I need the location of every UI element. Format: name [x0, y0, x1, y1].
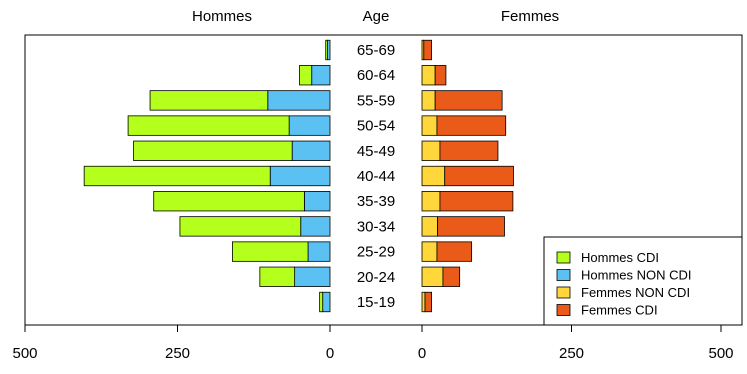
bar-femmes-non-cdi-60-64: [421, 65, 436, 86]
bar-hommes-cdi-40-44: [83, 165, 271, 187]
bar-femmes-non-cdi-20-24: [421, 266, 444, 287]
left-tick-label-250: 250: [165, 345, 190, 362]
bar-femmes-non-cdi-50-54: [421, 115, 438, 136]
age-label-50-54: 50-54: [357, 118, 395, 135]
bar-hommes-cdi-20-24: [259, 266, 296, 287]
bar-femmes-cdi-45-49: [439, 140, 499, 161]
bar-femmes-non-cdi-25-29: [421, 241, 438, 262]
right-tick-label-500: 500: [708, 345, 733, 362]
legend-box: [543, 236, 743, 326]
bar-femmes-cdi-25-29: [436, 241, 473, 262]
bar-hommes-non-cdi-25-29: [307, 241, 331, 262]
right-tick-label-250: 250: [559, 345, 584, 362]
age-label-25-29: 25-29: [357, 244, 395, 261]
age-label-65-69: 65-69: [357, 42, 395, 59]
bar-hommes-cdi-60-64: [299, 65, 313, 86]
bar-femmes-cdi-15-19: [424, 291, 432, 313]
bar-hommes-cdi-35-39: [153, 191, 305, 212]
bar-hommes-cdi-30-34: [179, 216, 302, 237]
bar-femmes-cdi-65-69: [423, 39, 432, 61]
bar-hommes-cdi-45-49: [133, 140, 293, 161]
legend-swatch-hommes-non-cdi: [556, 269, 571, 281]
bar-hommes-non-cdi-45-49: [291, 140, 331, 161]
bar-femmes-cdi-40-44: [444, 165, 514, 187]
bar-femmes-cdi-50-54: [436, 115, 507, 136]
age-label-60-64: 60-64: [357, 67, 395, 84]
bar-hommes-cdi-55-59: [149, 90, 269, 111]
bar-hommes-non-cdi-40-44: [269, 165, 331, 187]
age-label-45-49: 45-49: [357, 143, 395, 160]
right-tick-label-0: 0: [418, 345, 426, 362]
legend-swatch-femmes-cdi: [556, 304, 571, 316]
bar-femmes-cdi-20-24: [442, 266, 461, 287]
legend-label-hommes-non-cdi: Hommes NON CDI: [581, 268, 692, 283]
bar-hommes-non-cdi-50-54: [288, 115, 331, 136]
legend-swatch-femmes-non-cdi: [556, 286, 571, 299]
bar-hommes-non-cdi-30-34: [300, 216, 331, 237]
left-tick-label-500: 500: [12, 345, 37, 362]
bar-femmes-non-cdi-15-19: [421, 291, 426, 313]
bar-hommes-non-cdi-35-39: [303, 191, 331, 212]
bar-femmes-non-cdi-30-34: [421, 216, 438, 237]
bar-femmes-cdi-55-59: [434, 90, 503, 111]
bar-hommes-cdi-25-29: [231, 241, 309, 262]
bar-hommes-non-cdi-20-24: [294, 266, 331, 287]
bar-hommes-cdi-65-69: [325, 39, 328, 61]
legend-label-femmes-cdi: Femmes CDI: [581, 303, 658, 318]
bar-femmes-non-cdi-40-44: [421, 165, 446, 187]
bar-femmes-cdi-35-39: [439, 191, 514, 212]
bar-hommes-cdi-50-54: [127, 115, 290, 136]
bar-hommes-non-cdi-55-59: [267, 90, 331, 111]
bar-femmes-cdi-30-34: [437, 216, 505, 237]
bar-hommes-non-cdi-60-64: [311, 65, 331, 86]
bar-femmes-non-cdi-55-59: [421, 90, 436, 111]
header-age: Age: [363, 8, 390, 25]
plot-frame: [24, 34, 743, 326]
bar-femmes-non-cdi-35-39: [421, 191, 441, 212]
legend-swatch-hommes-cdi: [556, 251, 571, 264]
legend-label-femmes-non-cdi: Femmes NON CDI: [581, 285, 690, 300]
bar-hommes-non-cdi-15-19: [322, 291, 331, 313]
header-femmes: Femmes: [501, 8, 559, 25]
age-label-15-19: 15-19: [357, 294, 395, 311]
legend-label-hommes-cdi: Hommes CDI: [581, 250, 659, 265]
age-label-35-39: 35-39: [357, 193, 395, 210]
bar-femmes-cdi-60-64: [434, 65, 447, 86]
left-tick-label-0: 0: [326, 345, 334, 362]
age-label-40-44: 40-44: [357, 168, 395, 185]
header-hommes: Hommes: [192, 8, 252, 25]
bar-hommes-cdi-15-19: [319, 291, 324, 313]
bar-femmes-non-cdi-45-49: [421, 140, 441, 161]
age-label-20-24: 20-24: [357, 269, 395, 286]
age-label-30-34: 30-34: [357, 218, 395, 235]
age-label-55-59: 55-59: [357, 92, 395, 109]
